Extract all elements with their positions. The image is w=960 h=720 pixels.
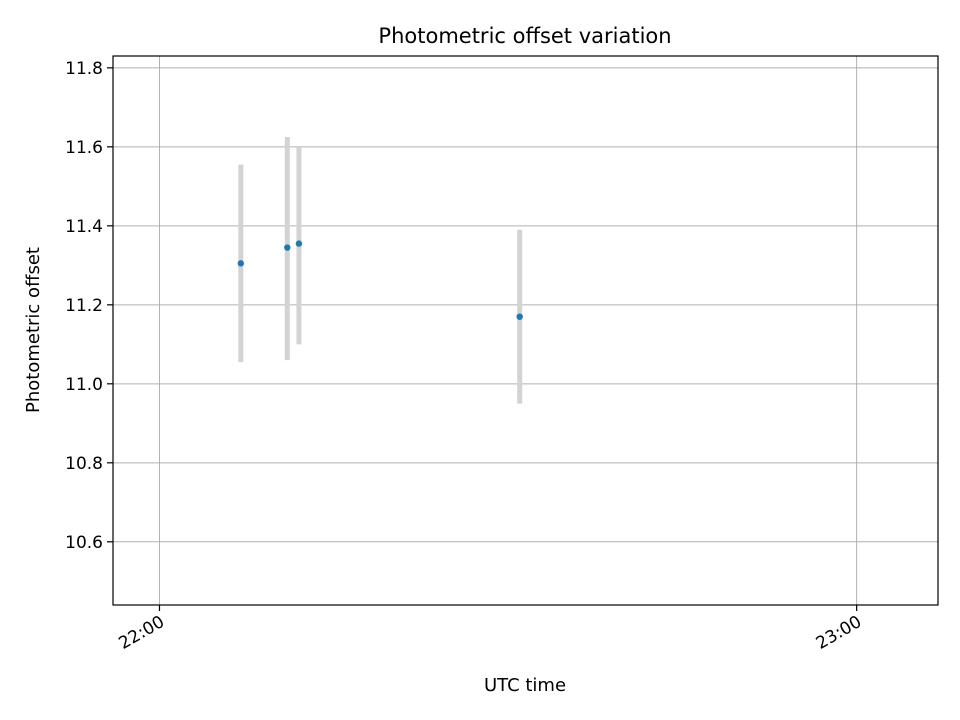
data-point	[284, 244, 291, 251]
y-tick-label: 10.8	[65, 454, 103, 474]
data-point	[295, 240, 303, 247]
x-axis-label: UTC time	[484, 675, 566, 696]
y-tick-label: 10.6	[65, 533, 103, 553]
y-axis-ticks: 10.6 10.8 11.0 11.2 11.4 11.6 11.8	[65, 59, 113, 553]
y-tick-label: 11.2	[65, 296, 103, 316]
y-tick-label: 11.4	[65, 217, 103, 237]
y-axis-label: Photometric offset	[23, 247, 44, 413]
data-point	[516, 313, 523, 320]
y-tick-label: 11.0	[65, 375, 103, 395]
y-tick-label: 11.6	[65, 138, 103, 158]
plot-area	[113, 56, 938, 605]
y-tick-label: 11.8	[65, 59, 103, 79]
data-point	[237, 260, 245, 267]
chart-title: Photometric offset variation	[378, 24, 671, 48]
grid	[113, 56, 938, 605]
data-points	[237, 240, 523, 320]
plot-frame	[112, 55, 939, 606]
